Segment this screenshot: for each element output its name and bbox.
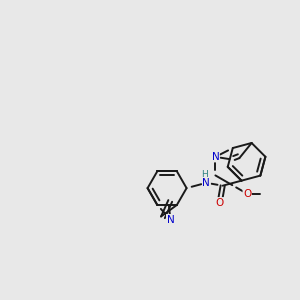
Text: N: N: [202, 178, 210, 188]
Text: O: O: [243, 189, 251, 199]
Text: N: N: [212, 152, 219, 162]
Text: O: O: [216, 198, 224, 208]
Text: H: H: [201, 170, 208, 179]
Text: N: N: [167, 214, 174, 224]
